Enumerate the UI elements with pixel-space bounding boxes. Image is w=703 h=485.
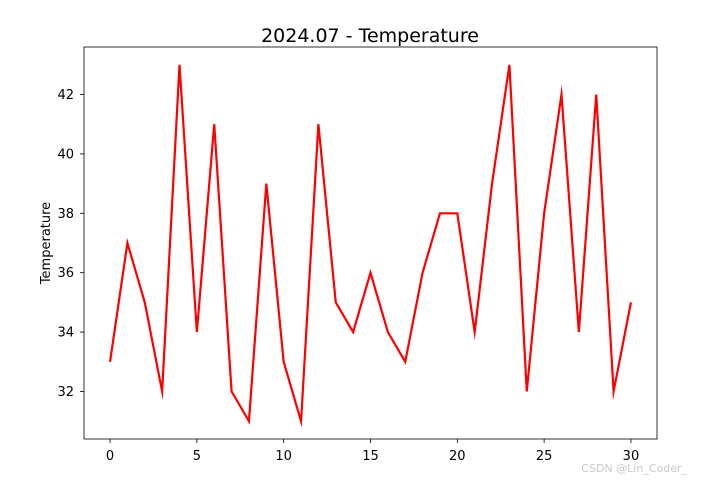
x-tick-label: 5 [193,449,201,464]
y-tick-label: 42 [57,88,74,103]
series-layer [108,64,633,428]
y-tick-label: 38 [57,207,74,222]
y-tick-label: 36 [57,266,74,281]
x-tick-label: 10 [275,449,292,464]
y-tick-label: 40 [57,147,74,162]
x-tick-label: 20 [449,449,466,464]
x-tick-label: 25 [536,449,553,464]
plot-area-frame [83,46,658,440]
chart-title: 2024.07 - Temperature [261,25,479,47]
x-tick-label: 30 [623,449,640,464]
y-tick-label: 32 [57,385,74,400]
x-tick-label: 15 [362,449,379,464]
axis-ticks: 0 5 10 15 20 25 30 32 34 36 38 40 42 [57,88,639,464]
x-tick-label: 0 [106,449,114,464]
y-axis-label: Temperature [39,202,54,285]
y-tick-label: 34 [57,326,74,341]
temperature-series-line [108,64,633,428]
watermark-text: CSDN @Lin_Coder_ [581,462,687,475]
